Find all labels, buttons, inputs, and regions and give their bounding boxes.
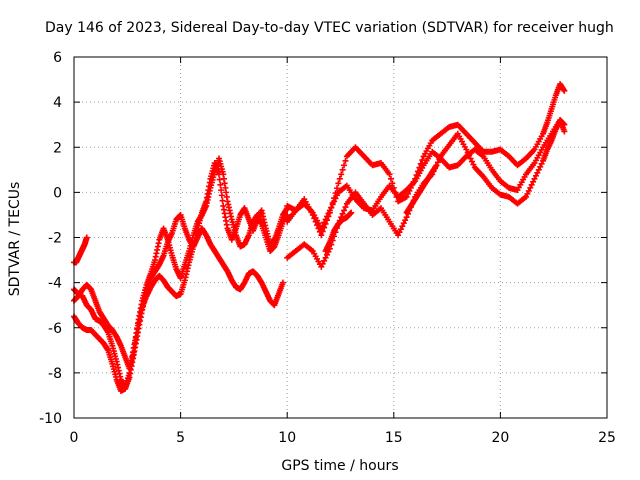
data-point — [395, 232, 402, 239]
data-point — [329, 201, 336, 208]
data-point — [463, 146, 470, 153]
data-point — [338, 171, 345, 178]
data-point — [397, 226, 404, 233]
data-point — [561, 128, 568, 135]
data-point — [321, 219, 328, 226]
y-tick-label: 2 — [53, 140, 62, 156]
data-point — [83, 234, 90, 241]
data-point — [527, 184, 534, 191]
y-tick-label: -4 — [48, 276, 62, 292]
data-point — [318, 225, 325, 232]
data-point — [561, 87, 568, 94]
data-point — [342, 204, 349, 211]
series-arc-9 — [403, 162, 440, 216]
data-point — [279, 279, 286, 286]
axis-ticks — [73, 56, 608, 419]
series-arc-3 — [71, 225, 286, 394]
x-tick-label: 0 — [70, 430, 79, 446]
data-point — [323, 251, 330, 258]
y-axis-label: SDTVAR / TECUs — [7, 182, 23, 297]
data-point — [433, 162, 440, 169]
y-tick-label: 4 — [53, 95, 62, 111]
data-point — [333, 185, 340, 192]
data-point — [322, 216, 329, 223]
data-point — [319, 260, 326, 267]
data-point — [532, 172, 539, 179]
data-marks — [71, 81, 568, 394]
chart-title: Day 146 of 2023, Sidereal Day-to-day VTE… — [45, 20, 614, 36]
data-point — [321, 257, 328, 264]
data-point — [336, 175, 343, 182]
data-point — [284, 211, 291, 218]
series-arc-7 — [284, 117, 568, 232]
data-point — [323, 213, 330, 220]
data-point — [319, 228, 326, 235]
data-point — [348, 209, 355, 216]
x-tick-label: 10 — [278, 430, 296, 446]
data-point — [467, 155, 474, 162]
data-point — [468, 158, 475, 165]
x-tick-label: 20 — [491, 430, 509, 446]
data-point — [318, 232, 325, 239]
y-tick-label: 0 — [53, 185, 62, 201]
data-point — [535, 166, 542, 173]
data-point — [528, 181, 535, 188]
data-point — [400, 220, 407, 227]
data-point — [387, 175, 394, 182]
data-point — [331, 198, 338, 205]
data-point — [319, 222, 326, 229]
data-point — [524, 190, 531, 197]
data-point — [402, 217, 409, 224]
data-point — [534, 169, 541, 176]
y-tick-label: 6 — [53, 50, 62, 66]
data-point — [332, 195, 339, 202]
data-point — [403, 193, 410, 200]
series-arc-8 — [322, 209, 355, 255]
x-tick-label: 15 — [385, 430, 403, 446]
data-point — [530, 178, 537, 185]
x-tick-label: 25 — [598, 430, 616, 446]
data-point — [470, 161, 477, 168]
data-point — [339, 210, 346, 217]
data-point — [333, 192, 340, 199]
data-point — [399, 223, 406, 230]
data-point — [522, 193, 529, 200]
x-axis-label: GPS time / hours — [281, 458, 398, 474]
data-point — [537, 163, 544, 170]
data-point — [218, 192, 225, 199]
data-point — [396, 229, 403, 236]
y-tick-label: -8 — [48, 366, 62, 382]
data-point — [217, 181, 224, 188]
y-tick-label: -10 — [39, 411, 62, 427]
data-point — [531, 175, 538, 182]
data-point — [525, 187, 532, 194]
data-point — [328, 204, 335, 211]
data-point — [218, 187, 225, 194]
y-tick-label: -6 — [48, 321, 62, 337]
data-point — [326, 207, 333, 214]
y-tick-label: -2 — [48, 231, 62, 247]
data-point — [339, 166, 346, 173]
series-arc-2 — [71, 155, 291, 372]
data-point — [335, 180, 342, 187]
data-point — [538, 160, 545, 167]
data-point — [434, 159, 441, 166]
data-point — [318, 263, 325, 270]
series-arc-6 — [284, 117, 568, 270]
data-point — [325, 210, 332, 217]
series-arc-4 — [71, 234, 90, 266]
data-point — [342, 157, 349, 164]
data-point — [341, 162, 348, 169]
tick-labels: 0 5 10 15 20 25 -10 -8 -6 -4 -2 0 2 4 6 — [39, 50, 616, 446]
data-point — [341, 207, 348, 214]
x-tick-label: 5 — [176, 430, 185, 446]
data-point — [386, 171, 393, 178]
data-point — [322, 254, 329, 261]
